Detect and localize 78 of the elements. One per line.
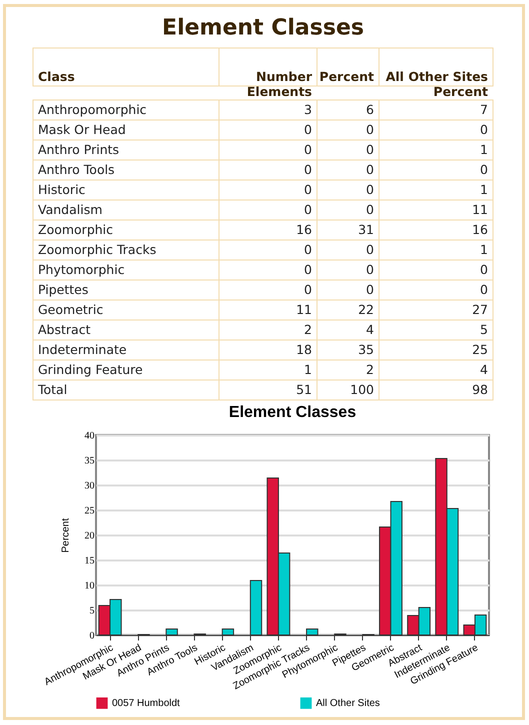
category-label: Anthro Tools [38, 162, 115, 177]
data-label: 0 [366, 262, 374, 277]
data-label: 0 [366, 142, 374, 157]
y-axis-title: Percent [60, 518, 72, 553]
data-label: 98 [472, 382, 488, 397]
data-label: 3 [304, 102, 312, 117]
data-label: 18 [296, 342, 312, 357]
data-label: 0 [366, 122, 374, 137]
category-label: Historic [38, 182, 86, 197]
data-label: 2 [366, 362, 374, 377]
data-label: 1 [304, 362, 312, 377]
legend-label: 0057 Humboldt [112, 698, 180, 710]
series-label: Percent [319, 69, 374, 84]
data-label: 6 [366, 102, 374, 117]
text: Element Classes [162, 16, 364, 40]
data-label: 1 [480, 182, 488, 197]
category-label: Phytomorphic [38, 262, 125, 277]
data-label: 7 [480, 102, 488, 117]
data-label: 0 [480, 262, 488, 277]
data-label: 0 [304, 182, 312, 197]
category-label: Abstract [38, 322, 91, 337]
category-label: Anthro Prints [38, 142, 120, 157]
category-label: Geometric [38, 302, 104, 317]
data-label: 0 [366, 282, 374, 297]
data-label: 31 [358, 222, 374, 237]
chart-title: Element Classes [228, 404, 356, 421]
data-label: 0 [480, 282, 488, 297]
data-label: 16 [296, 222, 312, 237]
data-label: 27 [472, 302, 488, 317]
category-label: Anthropomorphic [38, 102, 147, 117]
data-label: 1 [480, 242, 488, 257]
data-label: 0 [366, 202, 374, 217]
y-tick-label: 25 [84, 506, 94, 516]
data-label: 1 [480, 142, 488, 157]
y-tick-label: 5 [90, 606, 94, 616]
data-label: 0 [366, 182, 374, 197]
category-label: Zoomorphic [38, 222, 114, 237]
y-tick-label: 0 [90, 630, 94, 642]
data-label: 22 [358, 302, 374, 317]
y-tick-label: 40 [84, 430, 94, 442]
legend-label: All Other Sites [316, 698, 380, 710]
y-tick-label: 30 [84, 480, 94, 492]
category-label: Pipettes [38, 282, 88, 297]
y-tick-label: 35 [84, 456, 94, 466]
category-label: Grinding Feature [38, 362, 144, 377]
category-label: Vandalism [38, 202, 102, 217]
data-label: 25 [472, 342, 488, 357]
data-label: 11 [296, 302, 312, 317]
data-label: 100 [350, 382, 374, 397]
y-tick-label: 20 [84, 530, 94, 542]
y-tick-label: 10 [84, 580, 94, 592]
category-label: Total [37, 382, 68, 397]
data-label: 51 [296, 382, 312, 397]
data-label: 0 [480, 122, 488, 137]
data-label: 0 [304, 282, 312, 297]
category-label: Indeterminate [38, 342, 127, 357]
data-label: 2 [304, 322, 312, 337]
category-label: Mask Or Head [38, 122, 126, 137]
data-label: 0 [304, 162, 312, 177]
data-label: 0 [480, 162, 488, 177]
series-label: All Other Sites Percent [386, 69, 488, 99]
data-label: 0 [304, 202, 312, 217]
data-label: 0 [304, 262, 312, 277]
data-label: 35 [358, 342, 374, 357]
y-tick-label: 15 [84, 556, 94, 566]
data-label: 0 [366, 242, 374, 257]
data-label: 4 [366, 322, 374, 337]
data-label: 5 [480, 322, 488, 337]
series-label: Number Elements [246, 69, 313, 99]
data-label: 0 [304, 142, 312, 157]
data-label: 0 [304, 122, 312, 137]
data-label: 0 [304, 242, 312, 257]
data-label: 0 [366, 162, 374, 177]
text: Class [38, 69, 75, 84]
category-label: Zoomorphic Tracks [38, 242, 156, 257]
data-label: 11 [472, 202, 488, 217]
data-label: 4 [480, 362, 488, 377]
data-label: 16 [472, 222, 488, 237]
